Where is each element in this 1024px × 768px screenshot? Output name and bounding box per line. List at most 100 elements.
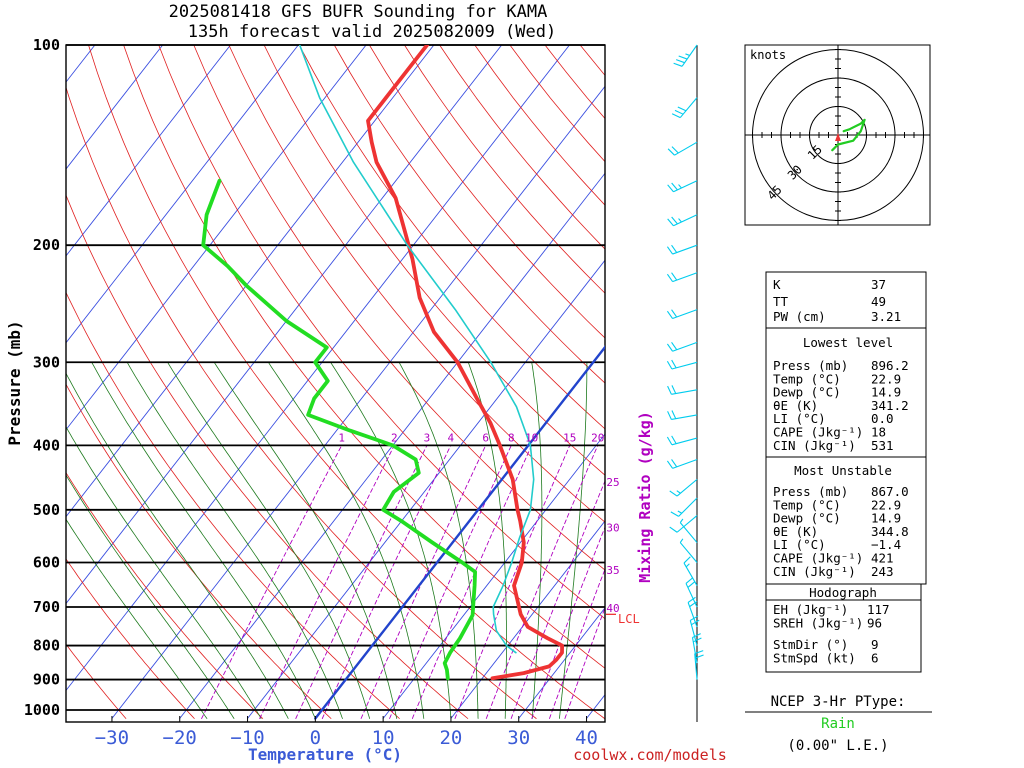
wind-barb <box>689 615 700 646</box>
most-unstable-rows: Press (mb) 867.0 Temp (°C) 22.9 Dewp (°C) 14.… <box>773 484 909 579</box>
pressure-tick-label: 200 <box>33 236 60 254</box>
most-unstable-row-label: CIN (Jkg⁻¹) <box>773 564 856 579</box>
ptype-note: (0.00" L.E.) <box>787 738 888 754</box>
dry-adiabat-line <box>158 45 605 620</box>
mixing-ratio-line <box>454 444 571 719</box>
isotherm-line <box>66 45 503 605</box>
mixing-ratio-line <box>510 479 605 719</box>
hodograph-stats-rows: EH (Jkg⁻¹) 117 SREH (Jkg⁻¹) 96 StmDir (°) 9 St… <box>773 602 890 665</box>
pressure-tick-label: 100 <box>33 36 60 54</box>
indices-table: K 37 TT 49 PW (cm) 3.21 Lowest level Pre… <box>765 271 927 585</box>
mixing-ratio-label: 6 <box>482 431 489 444</box>
lowest-level-rows: Press (mb) 896.2 Temp (°C) 22.9 Dewp (°C) 14.… <box>773 358 909 453</box>
x-axis-label: Temperature (°C) <box>248 745 402 764</box>
dry-adiabat-line <box>66 558 195 719</box>
lowest-level-row-value: 14.9 <box>871 385 901 400</box>
pressure-tick-label: 800 <box>33 637 60 655</box>
dry-adiabat-line <box>66 291 400 719</box>
most-unstable-row-value: 22.9 <box>871 497 901 512</box>
dry-adiabat-line <box>66 471 264 719</box>
pw-value: 3.21 <box>871 309 901 324</box>
mixing-ratio-axis-label: Mixing Ratio (g/kg) <box>636 411 654 583</box>
dry-adiabat-line <box>263 45 605 476</box>
moist-adiabat-line <box>559 361 588 719</box>
moist-adiabat-line <box>467 361 507 719</box>
most-unstable-row-value: 421 <box>871 551 894 566</box>
mixing-ratio-label: 8 <box>508 431 515 444</box>
wind-barb <box>691 633 702 664</box>
wind-barb <box>669 478 698 497</box>
hodograph-stats-table: Hodograph EH (Jkg⁻¹) 117 SREH (Jkg⁻¹) 96 Stm… <box>765 583 922 673</box>
series-temperature-line <box>366 45 564 681</box>
pressure-tick-label: 300 <box>33 353 60 371</box>
series-dewpoint-line <box>201 178 478 681</box>
wind-barb <box>666 458 698 469</box>
mixing-ratio-label: 4 <box>447 431 454 444</box>
wind-barb <box>683 556 698 586</box>
mixing-ratio-label: 30 <box>606 522 619 535</box>
k-index-label: K <box>773 277 781 292</box>
mixing-ratio-line <box>411 444 533 719</box>
most-unstable-row-label: LI (°C) <box>773 537 826 552</box>
chart-title: 2025081418 GFS BUFR Sounding for KAMA <box>169 2 548 22</box>
wind-barb <box>667 410 698 420</box>
hodograph-stat-label: SREH (Jkg⁻¹) <box>773 615 863 630</box>
mixing-ratio-line <box>360 444 487 719</box>
most-unstable-row-label: CAPE (Jkg⁻¹) <box>773 551 863 566</box>
isotherm-line <box>66 45 231 257</box>
series-parcel-line <box>298 45 535 654</box>
lowest-level-row-value: 22.9 <box>871 371 901 386</box>
chart-subtitle: 135h forecast valid 2025082009 (Wed) <box>188 22 556 42</box>
wind-barb <box>670 497 698 517</box>
most-unstable-row-label: θE (K) <box>773 524 818 539</box>
moist-adiabat-line <box>330 361 452 719</box>
lowest-level-row-value: 0.0 <box>871 411 894 426</box>
mixing-ratio-label: 10 <box>525 431 538 444</box>
storm-motion-marker <box>835 133 841 141</box>
ptype-heading: NCEP 3-Hr PType: <box>771 694 906 710</box>
most-unstable-row-value: 344.8 <box>871 524 909 539</box>
lowest-level-row-label: CIN (Jkg⁻¹) <box>773 438 856 453</box>
mixing-ratio-label: 20 <box>591 431 604 444</box>
moist-adiabat-line <box>267 361 425 719</box>
moist-adiabat-line <box>213 361 398 719</box>
pw-label: PW (cm) <box>773 309 826 324</box>
dry-adiabat-line <box>333 45 605 384</box>
moist-adiabat-line <box>398 361 479 719</box>
temperature-tick-label: −10 <box>230 727 264 749</box>
wind-barb <box>666 244 698 255</box>
most-unstable-row-label: Press (mb) <box>773 484 848 499</box>
hodograph-stat-value: 117 <box>867 602 890 617</box>
mixing-ratio-label: 35 <box>606 564 619 577</box>
isotherm-line <box>66 45 299 344</box>
most-unstable-row-value: −1.4 <box>871 537 901 552</box>
wind-barbs <box>666 44 704 680</box>
moist-adiabat-line <box>91 361 316 719</box>
dry-adiabat-line <box>66 194 469 719</box>
isotherm-line <box>66 45 570 692</box>
mixing-ratio-label: 3 <box>424 431 431 444</box>
wind-barb <box>667 141 698 156</box>
dry-adiabat-line <box>123 45 605 669</box>
hodograph-units: knots <box>750 48 786 62</box>
temperature-tick-label: 0 <box>310 727 321 749</box>
mixing-ratio-lines <box>201 444 605 719</box>
lowest-level-row-label: CAPE (Jkg⁻¹) <box>773 425 863 440</box>
mixing-ratio-line <box>531 526 605 719</box>
mixing-ratio-label: 2 <box>391 431 398 444</box>
tt-index-label: TT <box>773 294 789 309</box>
wind-barb <box>679 538 698 563</box>
isotherm-line <box>66 45 164 170</box>
sounding-series <box>201 45 564 681</box>
storm-motion-value: 6 <box>871 650 879 665</box>
dry-adiabat-line <box>88 45 605 719</box>
wind-barb <box>667 214 698 227</box>
dry-adiabat-line <box>298 45 605 430</box>
most-unstable-row-value: 14.9 <box>871 511 901 526</box>
tt-index-value: 49 <box>871 294 886 309</box>
isotherm-line <box>66 45 367 431</box>
zero-isotherm <box>314 345 605 720</box>
wind-barb <box>679 518 698 543</box>
lowest-level-row-value: 531 <box>871 438 894 453</box>
